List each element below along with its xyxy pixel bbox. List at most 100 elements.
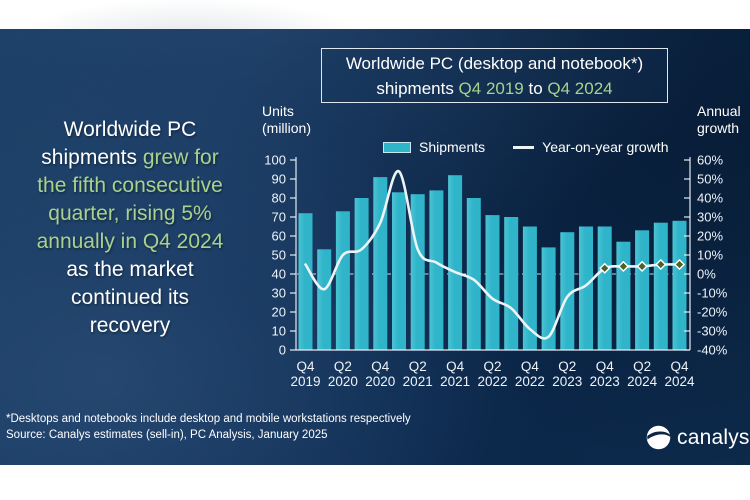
right-axis-tick-label: -20%	[697, 305, 728, 320]
x-axis-quarter-label: Q4	[596, 359, 615, 374]
right-axis-tick-label: -40%	[697, 343, 728, 358]
headline-line: as the market	[0, 256, 260, 284]
headline-line: annually in Q4 2024	[0, 228, 260, 256]
growth-marker-q1-2024	[617, 260, 629, 272]
top-white-strip	[0, 0, 750, 29]
left-axis-tick-label: 80	[272, 191, 286, 206]
canalys-logo-icon	[646, 425, 671, 450]
highlight-text: Q4 2019	[458, 78, 524, 98]
x-axis-year-label: 2022	[477, 374, 507, 389]
highlight-text: grew for	[142, 146, 219, 169]
left-axis-tick-label: 70	[272, 210, 286, 225]
legend-shipments-label: Shipments	[419, 139, 486, 155]
right-axis-tick-label: 10%	[697, 248, 723, 263]
x-axis-quarter-label: Q2	[334, 359, 352, 374]
x-axis-quarter-label: Q4	[670, 359, 689, 374]
shipments-growth-chart: 0 10 20 30 40 50 60 70 80 90 100 -40% -30% -20% -10% 0%…	[250, 150, 750, 400]
x-axis-year-label: 2021	[440, 374, 470, 389]
bar-q1-2022	[466, 198, 481, 350]
right-axis-tick-label: -10%	[697, 286, 728, 301]
chart-title-line2: shipments Q4 2019 to Q4 2024	[322, 76, 667, 101]
left-axis-tick-label: 50	[272, 248, 286, 263]
plain-text: Worldwide PC	[63, 118, 197, 141]
growth-marker-q2-2024	[636, 260, 648, 272]
bar-q2-2022	[485, 215, 500, 350]
bar-q4-2019	[298, 213, 313, 350]
canalys-logo: canalys	[645, 424, 750, 451]
plain-text: as the market	[66, 258, 194, 281]
right-axis-tick-label: 60%	[697, 153, 723, 168]
bar-q2-2024	[635, 230, 650, 350]
bar-q4-2022	[522, 226, 537, 350]
plain-text: continued its	[71, 286, 189, 309]
x-axis-quarter-label: Q2	[483, 359, 501, 374]
bar-q2-2020	[335, 211, 350, 350]
left-axis-tick-label: 60	[272, 229, 286, 244]
bottom-white-strip	[0, 465, 750, 500]
headline-line: the fifth consecutive	[0, 172, 260, 200]
headline-line: continued its	[0, 284, 260, 312]
x-axis-quarter-label: Q4	[521, 359, 540, 374]
headline-line: quarter, rising 5%	[0, 200, 260, 228]
footer: *Desktops and notebooks include desktop …	[6, 412, 411, 443]
bar-q1-2023	[541, 247, 556, 350]
growth-marker-q3-2024	[655, 258, 667, 271]
right-axis-tick-label: 0%	[697, 267, 716, 282]
growth-marker-q4-2024	[673, 258, 686, 271]
bar-q3-2023	[579, 226, 593, 350]
right-axis-tick-label: 30%	[697, 210, 723, 225]
right-axis-tick-label: 50%	[697, 172, 723, 187]
chart-title-box: Worldwide PC (desktop and notebook*) shi…	[321, 48, 668, 103]
x-axis-quarter-label: Q4	[296, 359, 315, 374]
bar-q2-2021	[410, 194, 425, 350]
footnote-text: *Desktops and notebooks include desktop …	[6, 413, 411, 425]
right-axis-title: Annual growth	[697, 103, 741, 137]
headline-text: Worldwide PC shipments grew for the fifth …	[0, 116, 260, 340]
growth-line-sample-icon	[513, 145, 535, 149]
left-axis-tick-label: 0	[279, 343, 286, 358]
title-line2-segments: shipments Q4 2019 to Q4 2024	[322, 76, 667, 101]
x-axis-year-label: 2019	[290, 374, 320, 389]
x-axis-year-label: 2023	[552, 374, 582, 389]
highlight-text: Q4 2024	[547, 78, 613, 98]
x-axis-quarter-label: Q4	[371, 359, 390, 374]
bar-q1-2021	[392, 192, 406, 350]
chart-canvas: 0 10 20 30 40 50 60 70 80 90 100 -40% -30% -20% -10% 0%…	[264, 153, 728, 390]
highlight-text: quarter, rising 5%	[48, 202, 212, 225]
growth-marker-q4-2023	[599, 262, 611, 274]
source-text: Source: Canalys estimates (sell-in), PC …	[6, 428, 328, 441]
right-axis-title-line1: Annual	[697, 103, 741, 119]
plain-text: shipments	[41, 146, 143, 169]
x-axis-year-label: 2022	[515, 374, 545, 389]
left-axis-tick-label: 10	[272, 324, 286, 339]
x-axis-year-label: 2021	[403, 374, 433, 389]
right-axis-title-line2: growth	[697, 120, 740, 136]
canalys-logo-text: canalys	[677, 425, 750, 449]
x-axis-quarter-label: Q2	[633, 359, 651, 374]
left-axis-title-line2: (million)	[262, 120, 311, 136]
bar-q3-2024	[653, 222, 668, 350]
x-axis-year-label: 2023	[590, 374, 620, 389]
plain-text: recovery	[89, 314, 171, 337]
left-axis-tick-label: 90	[272, 172, 286, 187]
x-axis-quarter-label: Q2	[409, 359, 427, 374]
headline-line: recovery	[0, 312, 260, 340]
headline-line: shipments grew for	[0, 144, 260, 172]
bar-q1-2024	[616, 241, 631, 350]
bar-q4-2020	[373, 177, 388, 350]
bar-q4-2021	[448, 175, 463, 350]
legend-growth-label: Year-on-year growth	[542, 139, 669, 155]
x-axis-year-label: 2024	[664, 374, 695, 389]
bar-q4-2024	[672, 220, 687, 350]
shipments-swatch-icon	[383, 141, 411, 153]
chart-title-line1: Worldwide PC (desktop and notebook*)	[345, 53, 644, 73]
left-axis-tick-label: 20	[272, 305, 286, 320]
x-axis-year-label: 2020	[365, 374, 395, 389]
left-axis-title-line1: Units	[262, 103, 294, 119]
left-axis-tick-label: 100	[264, 153, 286, 168]
headline-line: Worldwide PC	[0, 116, 260, 144]
highlight-text: the fifth consecutive	[37, 174, 223, 197]
right-axis-tick-label: 40%	[697, 191, 723, 206]
bar-q3-2020	[354, 198, 369, 350]
right-axis-tick-label: -30%	[697, 324, 728, 339]
